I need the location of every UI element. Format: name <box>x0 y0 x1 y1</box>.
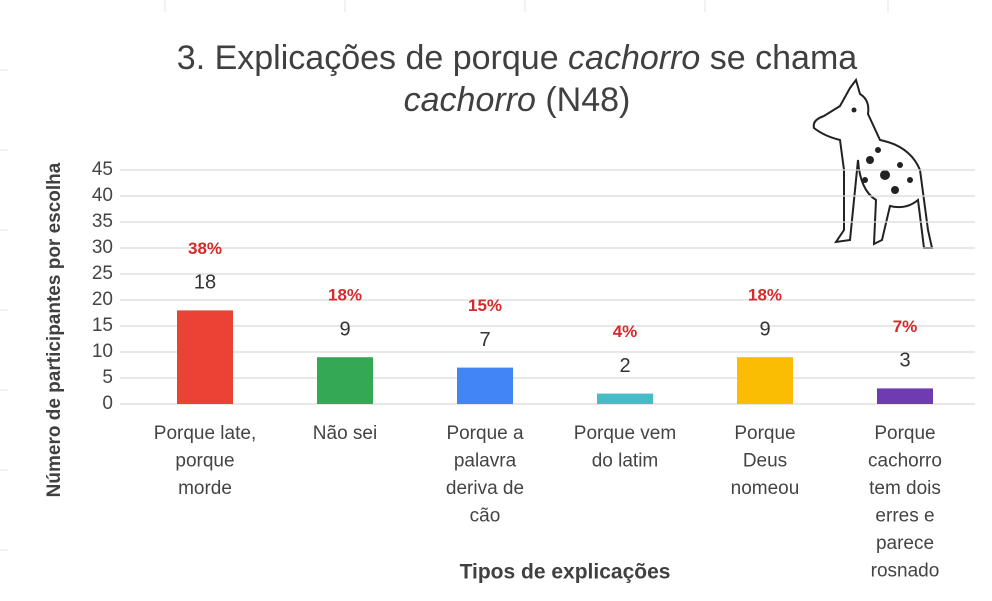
title-segment: cachorro <box>568 39 700 77</box>
percent-label: 18% <box>748 286 782 305</box>
x-tick-label: rosnado <box>871 561 940 582</box>
x-tick-label: Porque <box>874 423 935 444</box>
y-tick-label: 35 <box>92 211 113 232</box>
bar <box>597 394 653 404</box>
x-tick-label: cão <box>470 506 501 527</box>
x-tick-label: deriva de <box>446 478 524 499</box>
value-label: 7 <box>479 329 490 351</box>
title-segment: 3. Explicações de porque <box>177 39 568 77</box>
bar <box>877 388 933 404</box>
x-tick-label: Não sei <box>313 423 377 444</box>
percent-label: 7% <box>893 317 918 336</box>
bar <box>457 368 513 404</box>
x-tick-label: nomeou <box>731 478 800 499</box>
y-tick-label: 30 <box>92 237 113 258</box>
x-tick-label: Deus <box>743 451 787 472</box>
value-label: 3 <box>899 350 910 372</box>
x-tick-label: porque <box>175 451 234 472</box>
x-tick-label: Porque late, <box>154 423 256 444</box>
percent-label: 38% <box>188 239 222 258</box>
x-tick-label: Porque vem <box>574 423 676 444</box>
title-segment: (N48) <box>536 81 630 119</box>
y-tick-label: 10 <box>92 341 113 362</box>
x-tick-label: erres e <box>875 506 934 527</box>
dog-illustration <box>814 80 932 248</box>
value-label: 2 <box>619 355 630 377</box>
y-tick-label: 0 <box>102 393 113 414</box>
y-tick-label: 40 <box>92 185 113 206</box>
y-axis-title: Número de participantes por escolha <box>44 162 65 497</box>
title-segment: cachorro <box>404 81 536 119</box>
value-label: 18 <box>194 272 216 294</box>
x-tick-label: Porque a <box>446 423 524 444</box>
y-tick-label: 15 <box>92 315 113 336</box>
x-tick-label: tem dois <box>869 478 941 499</box>
x-tick-label: Porque <box>734 423 795 444</box>
x-tick-label: do latim <box>592 451 659 472</box>
y-tick-label: 25 <box>92 263 113 284</box>
value-label: 9 <box>759 318 770 340</box>
bar <box>317 357 373 404</box>
x-tick-label: cachorro <box>868 451 942 472</box>
y-tick-label: 45 <box>92 159 113 180</box>
bar <box>737 357 793 404</box>
bar <box>177 310 233 404</box>
x-axis-title: Tipos de explicações <box>460 561 671 584</box>
title-segment: se chama <box>700 39 857 77</box>
chart: Número de participantes por escolha Tipo… <box>0 0 992 601</box>
value-label: 9 <box>339 318 350 340</box>
title-line: cachorro (N48) <box>404 81 631 119</box>
percent-label: 15% <box>468 296 502 315</box>
x-tick-label: palavra <box>454 451 517 472</box>
x-tick-label: parece <box>876 533 934 554</box>
percent-label: 4% <box>613 322 638 341</box>
y-tick-label: 20 <box>92 289 113 310</box>
y-tick-label: 5 <box>102 367 113 388</box>
percent-label: 18% <box>328 286 362 305</box>
chart-title: 3. Explicações de porque cachorro se cha… <box>177 39 857 119</box>
x-tick-label: morde <box>178 478 232 499</box>
title-line: 3. Explicações de porque cachorro se cha… <box>177 39 857 77</box>
